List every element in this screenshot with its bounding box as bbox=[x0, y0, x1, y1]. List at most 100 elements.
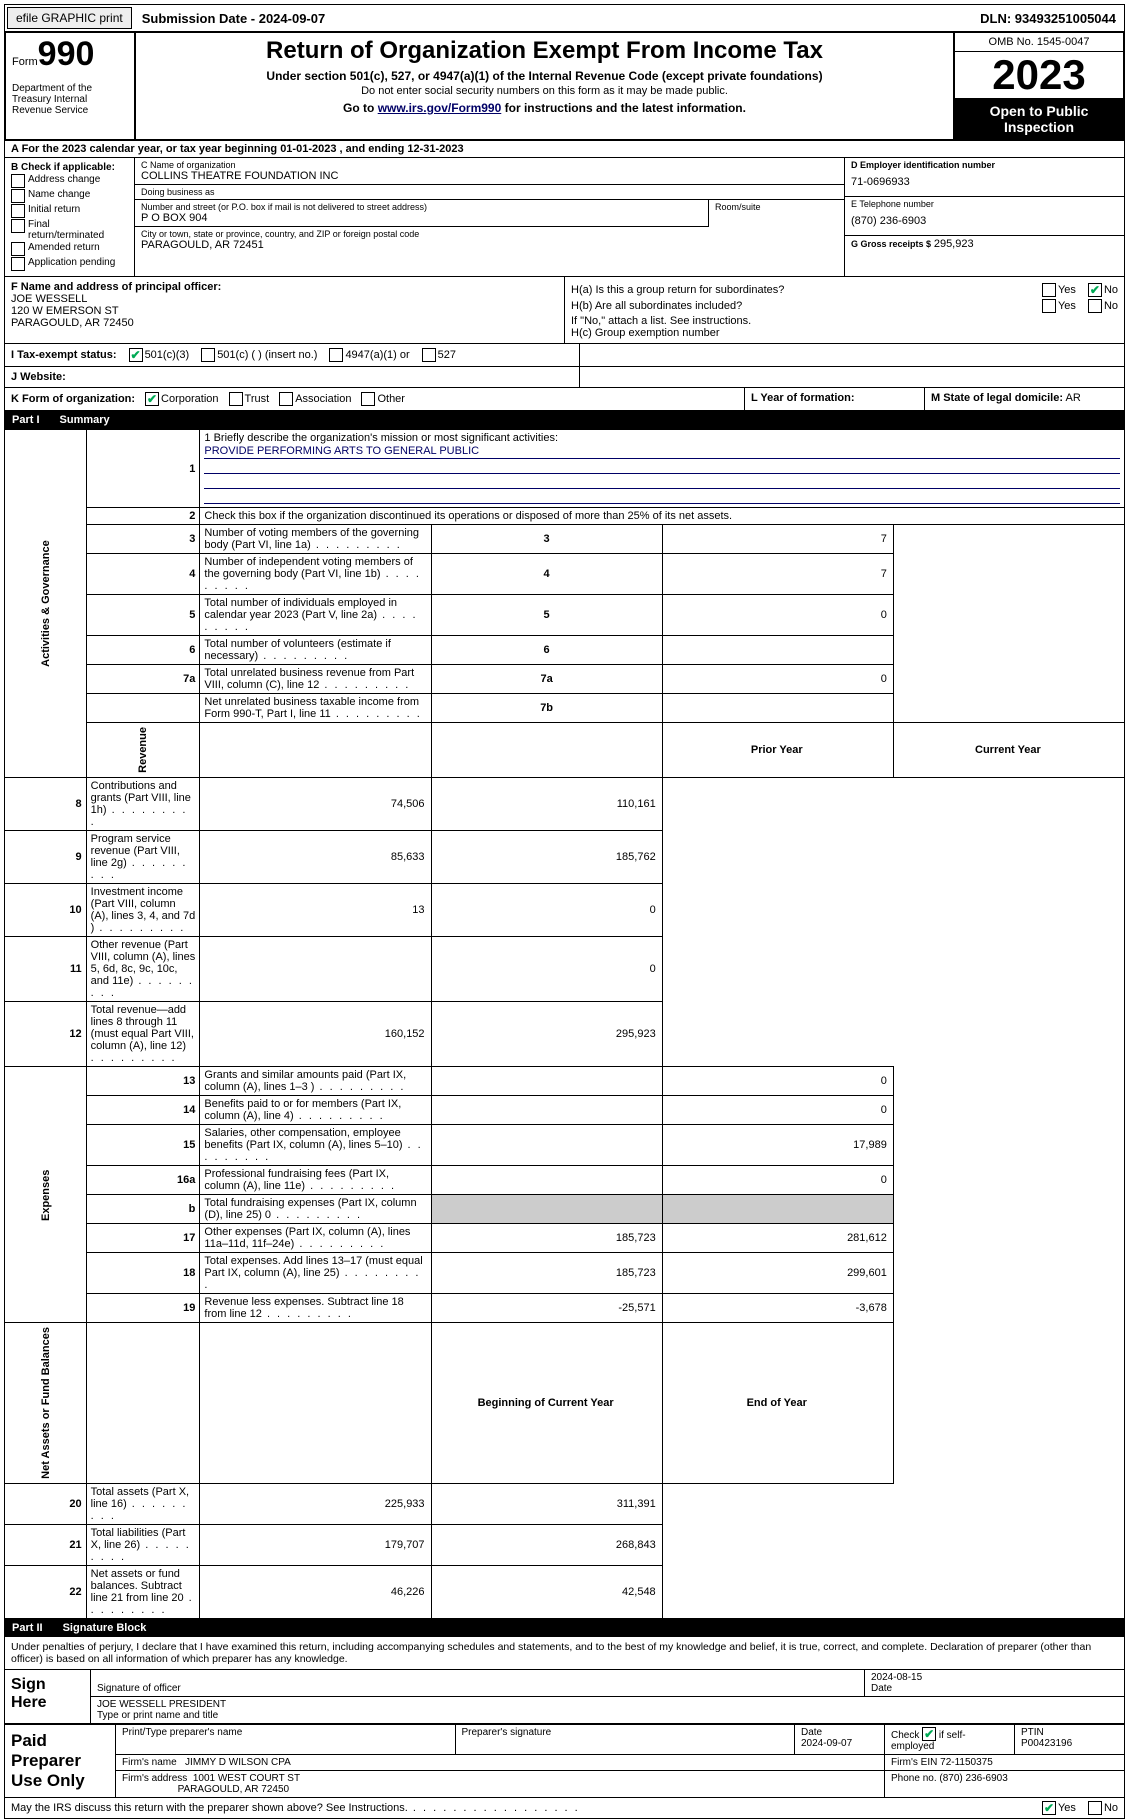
chk-initial-return[interactable] bbox=[11, 204, 25, 218]
form-subtitle: Under section 501(c), 527, or 4947(a)(1)… bbox=[142, 69, 947, 83]
part1-title: Summary bbox=[60, 414, 110, 426]
officer-label: F Name and address of principal officer: bbox=[11, 281, 558, 293]
ein-value: 71-0696933 bbox=[851, 170, 1118, 194]
sig-officer-label: Signature of officer bbox=[97, 1683, 858, 1694]
gross-label: G Gross receipts $ bbox=[851, 239, 931, 249]
hb-note: If "No," attach a list. See instructions… bbox=[571, 315, 1118, 327]
table-row: 10Investment income (Part VIII, column (… bbox=[5, 884, 1125, 937]
row-i-status: I Tax-exempt status: 501(c)(3) 501(c) ( … bbox=[4, 344, 1125, 367]
tax-year: 2023 bbox=[955, 52, 1123, 99]
row-a-tax-year: A For the 2023 calendar year, or tax yea… bbox=[4, 141, 1125, 158]
table-row: 9Program service revenue (Part VIII, lin… bbox=[5, 831, 1125, 884]
firm-name-value: JIMMY D WILSON CPA bbox=[185, 1757, 291, 1768]
org-name-value: COLLINS THEATRE FOUNDATION INC bbox=[141, 170, 838, 182]
website-label: J Website: bbox=[11, 371, 66, 383]
chk-assoc[interactable] bbox=[279, 392, 293, 406]
table-row: 4Number of independent voting members of… bbox=[5, 554, 1125, 595]
firm-addr-label: Firm's address bbox=[122, 1773, 187, 1784]
discuss-no[interactable] bbox=[1088, 1801, 1102, 1815]
row-k-form-of-org: K Form of organization: Corporation Trus… bbox=[4, 388, 1125, 411]
mission-text: PROVIDE PERFORMING ARTS TO GENERAL PUBLI… bbox=[204, 445, 1120, 459]
ptin-value: P00423196 bbox=[1021, 1738, 1072, 1749]
table-row: 7aTotal unrelated business revenue from … bbox=[5, 665, 1125, 694]
firm-addr-value: 1001 WEST COURT ST bbox=[193, 1773, 300, 1784]
city-value: PARAGOULD, AR 72451 bbox=[141, 239, 838, 251]
sign-block: Sign Here Signature of officer 2024-08-1… bbox=[4, 1670, 1125, 1725]
chk-527[interactable] bbox=[422, 348, 436, 362]
street-value: P O BOX 904 bbox=[141, 212, 702, 224]
part1-header: Part I Summary bbox=[4, 411, 1125, 429]
table-row: 16aProfessional fundraising fees (Part I… bbox=[5, 1166, 1125, 1195]
form-org-label: K Form of organization: bbox=[11, 393, 135, 405]
dln-label: DLN: 93493251005044 bbox=[972, 8, 1124, 29]
date-label: Date bbox=[871, 1683, 1118, 1694]
chk-self-employed[interactable] bbox=[922, 1727, 936, 1741]
dept-treasury: Department of the Treasury Internal Reve… bbox=[12, 83, 128, 116]
chk-4947[interactable] bbox=[329, 348, 343, 362]
room-label: Room/suite bbox=[715, 202, 838, 212]
year-formation-label: L Year of formation: bbox=[751, 392, 855, 404]
chk-trust[interactable] bbox=[229, 392, 243, 406]
form-word: Form bbox=[12, 56, 38, 68]
chk-address-change[interactable] bbox=[11, 174, 25, 188]
table-row: 3Number of voting members of the governi… bbox=[5, 525, 1125, 554]
discuss-text: May the IRS discuss this return with the… bbox=[11, 1802, 580, 1814]
table-row: 22Net assets or fund balances. Subtract … bbox=[5, 1565, 1125, 1618]
firm-phone-label: Phone no. bbox=[891, 1773, 937, 1784]
state-domicile-value: AR bbox=[1065, 392, 1080, 404]
table-row: 5Total number of individuals employed in… bbox=[5, 595, 1125, 636]
summary-table: Activities & Governance 1 1 Briefly desc… bbox=[4, 429, 1125, 1619]
prep-selfemp: Check if self-employed bbox=[891, 1730, 966, 1752]
chk-name-change[interactable] bbox=[11, 189, 25, 203]
chk-501c3[interactable] bbox=[129, 348, 143, 362]
sign-date: 2024-08-15 bbox=[871, 1672, 922, 1683]
tel-value: (870) 236-6903 bbox=[851, 209, 1118, 233]
table-row: 15Salaries, other compensation, employee… bbox=[5, 1125, 1125, 1166]
officer-addr1: 120 W EMERSON ST bbox=[11, 305, 558, 317]
ha-yes[interactable] bbox=[1042, 283, 1056, 297]
col-beginning-year: Beginning of Current Year bbox=[431, 1323, 662, 1484]
table-row: 14Benefits paid to or for members (Part … bbox=[5, 1096, 1125, 1125]
goto-line: Go to www.irs.gov/Form990 for instructio… bbox=[142, 101, 947, 115]
table-row: 19Revenue less expenses. Subtract line 1… bbox=[5, 1294, 1125, 1323]
discuss-row: May the IRS discuss this return with the… bbox=[4, 1798, 1125, 1819]
top-toolbar: efile GRAPHIC print Submission Date - 20… bbox=[4, 4, 1125, 32]
vlabel-revenue: Revenue bbox=[86, 723, 200, 778]
chk-app-pending[interactable] bbox=[11, 257, 25, 271]
col-c-org-info: C Name of organization COLLINS THEATRE F… bbox=[135, 158, 844, 276]
submission-date: Submission Date - 2024-09-07 bbox=[134, 8, 334, 29]
ha-no[interactable] bbox=[1088, 283, 1102, 297]
table-row: Expenses13Grants and similar amounts pai… bbox=[5, 1067, 1125, 1096]
part2-num: Part II bbox=[12, 1622, 43, 1634]
discuss-yes[interactable] bbox=[1042, 1801, 1056, 1815]
dba-label: Doing business as bbox=[141, 187, 838, 197]
chk-amended[interactable] bbox=[11, 242, 25, 256]
org-name-label: C Name of organization bbox=[141, 160, 838, 170]
table-row: 21Total liabilities (Part X, line 26)179… bbox=[5, 1524, 1125, 1565]
irs-link[interactable]: www.irs.gov/Form990 bbox=[378, 101, 502, 115]
part2-title: Signature Block bbox=[63, 1622, 147, 1634]
chk-corp[interactable] bbox=[145, 392, 159, 406]
col-de: D Employer identification number 71-0696… bbox=[844, 158, 1124, 276]
table-row: 17Other expenses (Part IX, column (A), l… bbox=[5, 1224, 1125, 1253]
penalties-text: Under penalties of perjury, I declare th… bbox=[4, 1637, 1125, 1670]
table-row: 11Other revenue (Part VIII, column (A), … bbox=[5, 937, 1125, 1002]
form-header: Form990 Department of the Treasury Inter… bbox=[4, 32, 1125, 141]
officer-name: JOE WESSELL bbox=[11, 293, 558, 305]
hb-yes[interactable] bbox=[1042, 299, 1056, 313]
line2-text: Check this box if the organization disco… bbox=[200, 508, 1125, 525]
firm-phone-value: (870) 236-6903 bbox=[939, 1773, 1007, 1784]
chk-final-return[interactable] bbox=[11, 219, 25, 233]
hb-label: H(b) Are all subordinates included? bbox=[571, 300, 742, 312]
chk-other[interactable] bbox=[361, 392, 375, 406]
chk-501c[interactable] bbox=[201, 348, 215, 362]
open-inspection: Open to Public Inspection bbox=[955, 99, 1123, 139]
col-end-year: End of Year bbox=[662, 1323, 893, 1484]
part2-header: Part II Signature Block bbox=[4, 1619, 1125, 1637]
tax-status-label: I Tax-exempt status: bbox=[11, 349, 117, 361]
hb-no[interactable] bbox=[1088, 299, 1102, 313]
paid-preparer-label: Paid Preparer Use Only bbox=[5, 1725, 115, 1797]
ha-label: H(a) Is this a group return for subordin… bbox=[571, 284, 784, 296]
vlabel-netassets: Net Assets or Fund Balances bbox=[5, 1323, 87, 1484]
efile-print-btn[interactable]: efile GRAPHIC print bbox=[7, 7, 132, 29]
